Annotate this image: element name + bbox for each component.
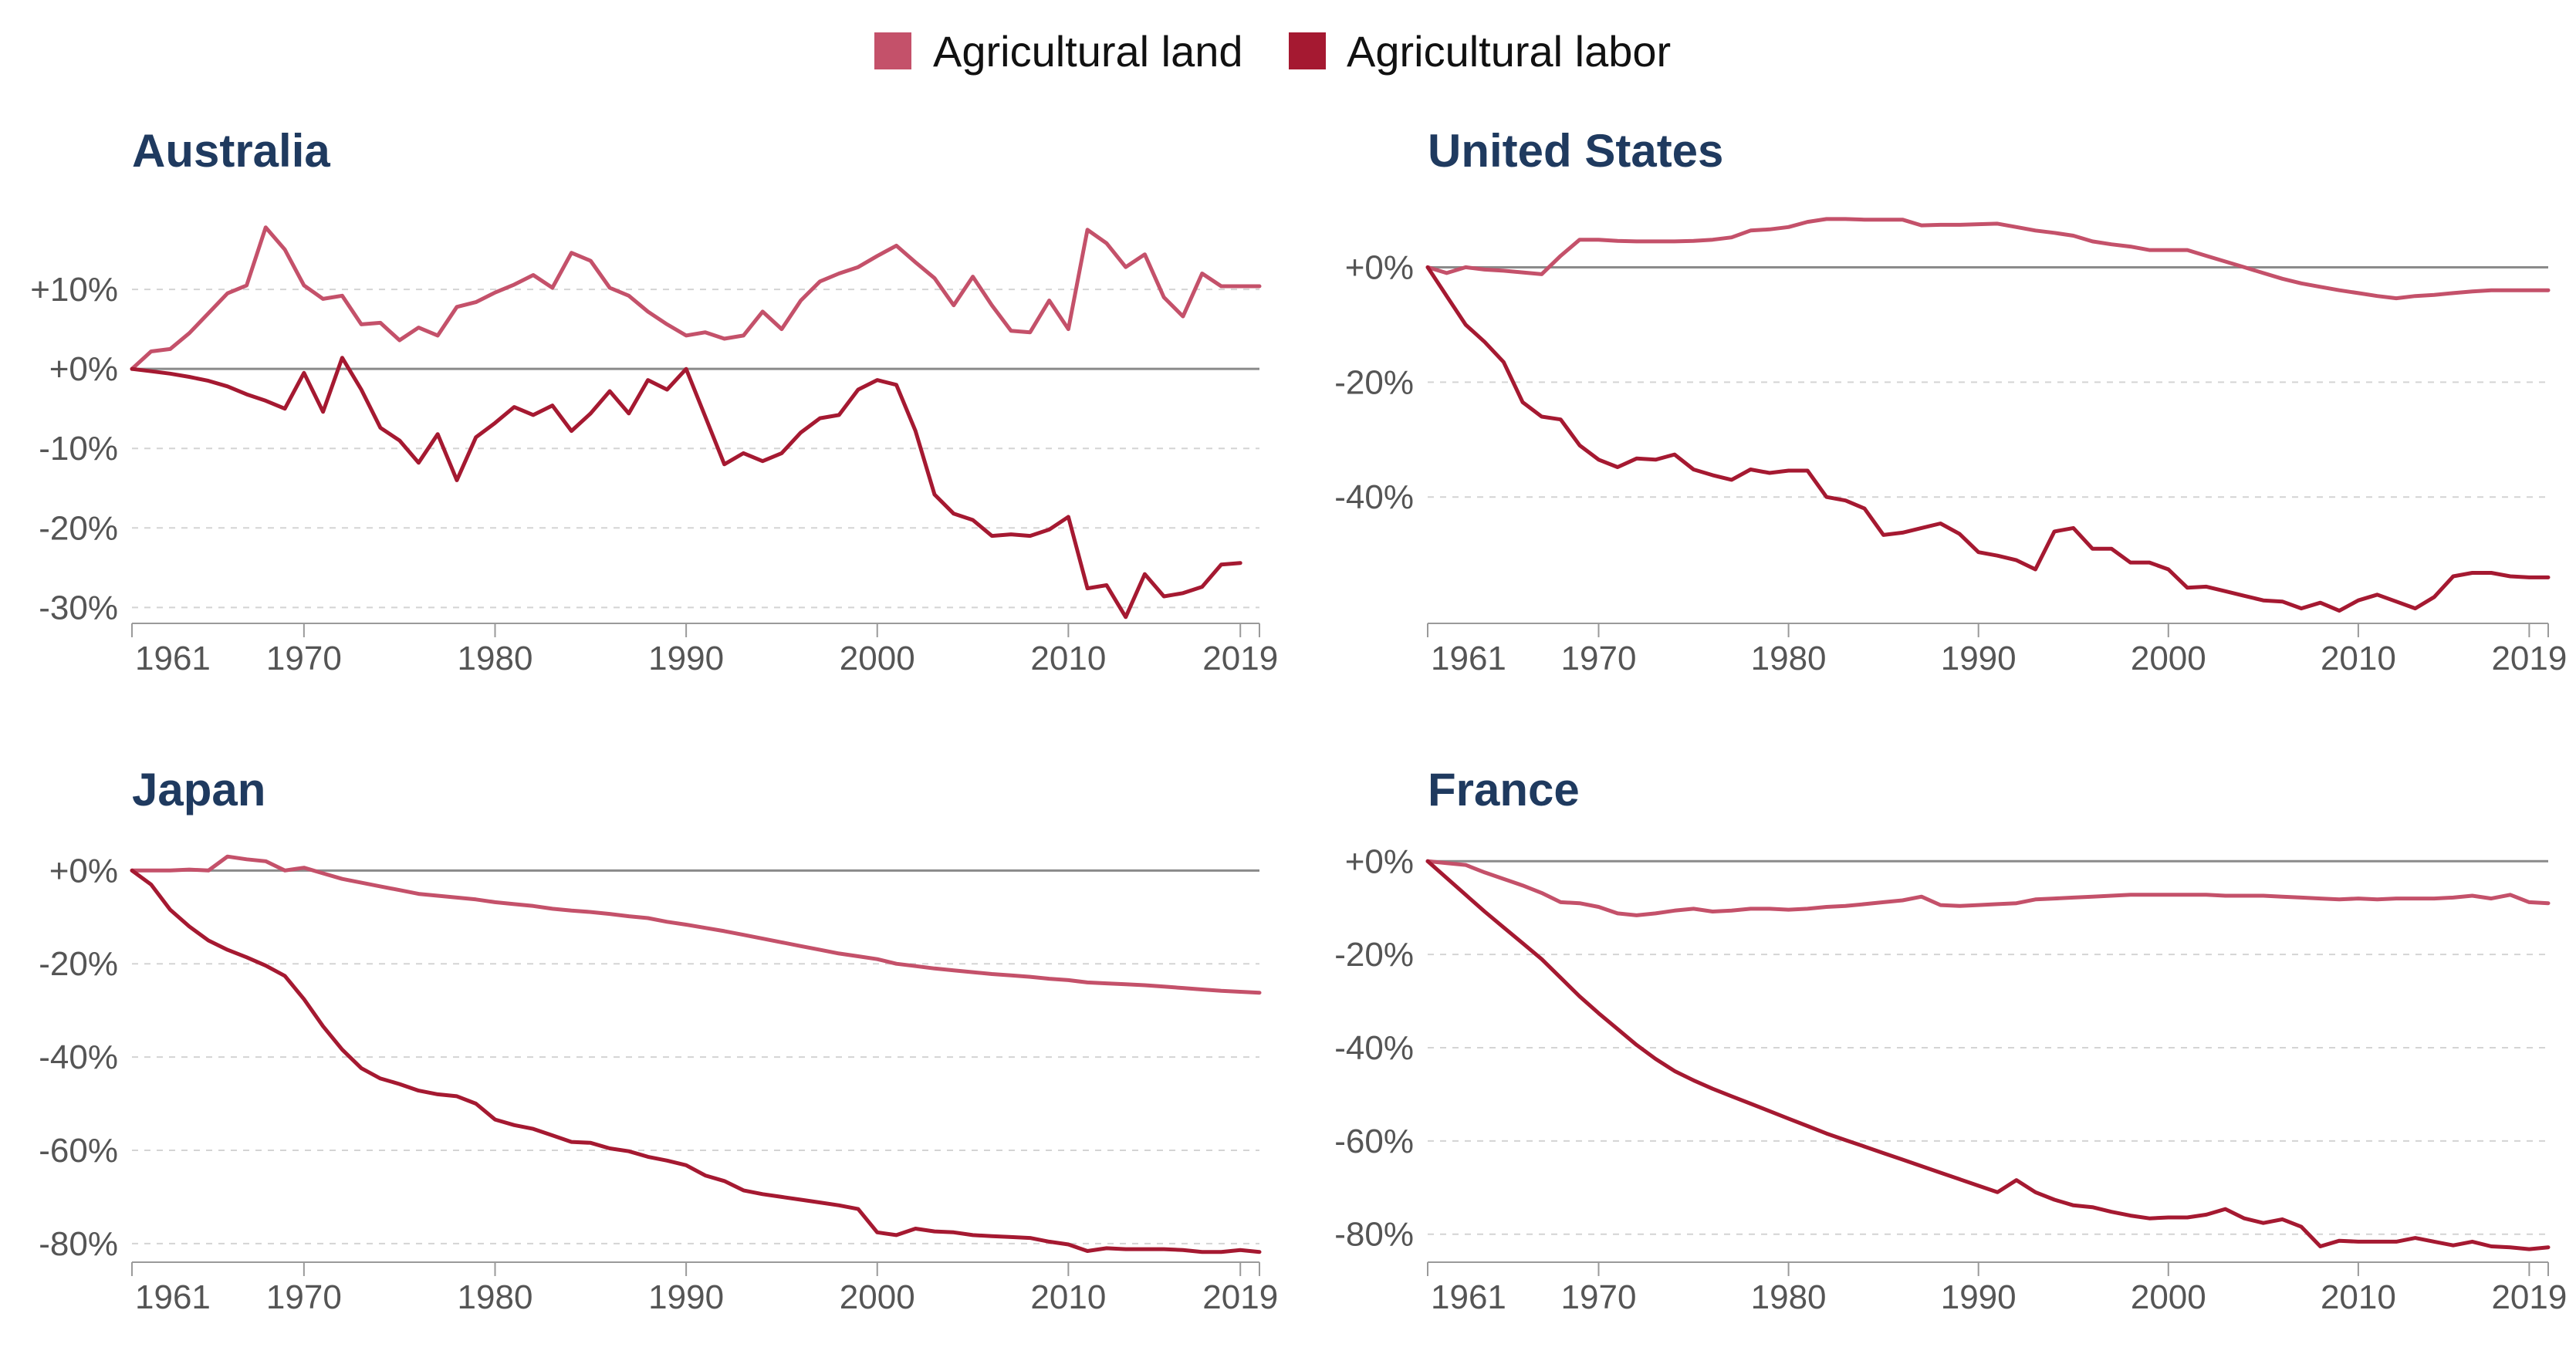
- panel-title-united-states: United States: [1428, 125, 1723, 177]
- y-tick-label-japan-40: -40%: [39, 1038, 118, 1076]
- x-tick-label-japan-2019: 2019: [1202, 1278, 1278, 1316]
- y-tick-label-united-states-20: -20%: [1334, 363, 1414, 401]
- x-tick-label-france-1961: 1961: [1431, 1278, 1506, 1316]
- x-tick-label-japan-1990: 1990: [648, 1278, 724, 1316]
- y-tick-label-australia-10: +10%: [30, 271, 118, 309]
- y-tick-label-australia-0: +0%: [49, 350, 118, 388]
- legend-swatch-agricultural-land: [874, 32, 911, 69]
- x-tick-label-france-1980: 1980: [1751, 1278, 1827, 1316]
- y-tick-label-japan-60: -60%: [39, 1132, 118, 1170]
- x-tick-label-japan-1961: 1961: [135, 1278, 211, 1316]
- x-tick-label-france-1990: 1990: [1941, 1278, 2017, 1316]
- x-tick-label-japan-1970: 1970: [266, 1278, 342, 1316]
- y-tick-label-australia-20: -20%: [39, 509, 118, 547]
- panel-title-australia: Australia: [132, 125, 330, 177]
- x-tick-label-united-states-2000: 2000: [2131, 640, 2206, 677]
- panel-france: France +0% -20% -40% -60% -80% 1961 1970 1980 19…: [1334, 764, 2567, 1316]
- x-tick-label-australia-1980: 1980: [458, 640, 533, 677]
- series-line-japan-agricultural-land: [130, 854, 1262, 995]
- legend-label-agricultural-labor: Agricultural labor: [1347, 27, 1671, 76]
- x-tick-label-france-1970: 1970: [1561, 1278, 1637, 1316]
- panel-japan: Japan +0% -20% -40% -60% -80% 1961 1970 1980 199…: [39, 764, 1278, 1316]
- y-tick-label-japan-20: -20%: [39, 945, 118, 983]
- series-line-united-states-agricultural-land: [1425, 217, 2551, 301]
- series-line-australia-agricultural-labor: [130, 356, 1242, 620]
- x-tick-label-united-states-2010: 2010: [2321, 640, 2396, 677]
- y-tick-label-united-states-0: +0%: [1345, 248, 1414, 286]
- legend-swatch-agricultural-labor: [1289, 32, 1326, 69]
- y-tick-label-united-states-40: -40%: [1334, 478, 1414, 516]
- y-tick-label-france-40: -40%: [1334, 1029, 1414, 1067]
- x-tick-label-japan-2000: 2000: [840, 1278, 915, 1316]
- y-tick-label-japan-80: -80%: [39, 1225, 118, 1263]
- y-tick-label-japan-0: +0%: [49, 852, 118, 890]
- series-line-united-states-agricultural-labor: [1425, 265, 2551, 613]
- y-tick-label-france-0: +0%: [1345, 842, 1414, 880]
- x-tick-label-united-states-1961: 1961: [1431, 640, 1506, 677]
- panel-united-states: United States +0% -20% -40% 1961 1970 1980 199…: [1334, 125, 2567, 677]
- x-tick-label-japan-1980: 1980: [458, 1278, 533, 1316]
- x-tick-label-united-states-1990: 1990: [1941, 640, 2017, 677]
- x-tick-label-australia-1961: 1961: [135, 640, 211, 677]
- x-tick-label-japan-2010: 2010: [1030, 1278, 1106, 1316]
- y-tick-label-france-20: -20%: [1334, 936, 1414, 974]
- x-tick-label-france-2010: 2010: [2321, 1278, 2396, 1316]
- y-tick-label-france-60: -60%: [1334, 1123, 1414, 1160]
- series-line-france-agricultural-land: [1425, 859, 2551, 917]
- series-line-france-agricultural-labor: [1425, 859, 2551, 1251]
- panel-australia: Australia +10% +0% -10% -20% -30% 1961 1970 198…: [30, 125, 1278, 677]
- x-tick-label-united-states-1980: 1980: [1751, 640, 1827, 677]
- series-line-japan-agricultural-labor: [130, 868, 1262, 1254]
- legend: Agricultural land Agricultural labor: [874, 27, 1671, 76]
- x-tick-label-france-2000: 2000: [2131, 1278, 2206, 1316]
- y-tick-label-france-80: -80%: [1334, 1216, 1414, 1254]
- x-tick-label-australia-2019: 2019: [1202, 640, 1278, 677]
- y-tick-label-australia-30: -30%: [39, 589, 118, 626]
- y-tick-label-australia-10: -10%: [39, 430, 118, 468]
- x-tick-label-united-states-2019: 2019: [2491, 640, 2567, 677]
- x-tick-label-united-states-1970: 1970: [1561, 640, 1637, 677]
- panel-title-france: France: [1428, 764, 1580, 815]
- x-tick-label-australia-1970: 1970: [266, 640, 342, 677]
- x-tick-label-australia-2010: 2010: [1030, 640, 1106, 677]
- x-tick-label-france-2019: 2019: [2491, 1278, 2567, 1316]
- series-line-australia-agricultural-land: [130, 225, 1262, 371]
- legend-label-agricultural-land: Agricultural land: [933, 27, 1243, 76]
- x-tick-label-australia-1990: 1990: [648, 640, 724, 677]
- x-tick-label-australia-2000: 2000: [840, 640, 915, 677]
- panel-title-japan: Japan: [132, 764, 265, 815]
